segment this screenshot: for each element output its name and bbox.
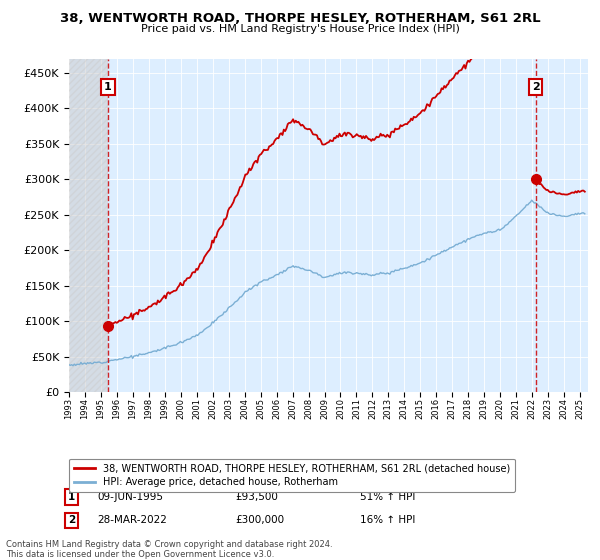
- Text: 1: 1: [68, 492, 75, 502]
- Text: Price paid vs. HM Land Registry's House Price Index (HPI): Price paid vs. HM Land Registry's House …: [140, 24, 460, 34]
- Text: 51% ↑ HPI: 51% ↑ HPI: [359, 492, 415, 502]
- Text: 2: 2: [68, 515, 75, 525]
- Text: Contains HM Land Registry data © Crown copyright and database right 2024.
This d: Contains HM Land Registry data © Crown c…: [6, 540, 332, 559]
- Legend: 38, WENTWORTH ROAD, THORPE HESLEY, ROTHERHAM, S61 2RL (detached house), HPI: Ave: 38, WENTWORTH ROAD, THORPE HESLEY, ROTHE…: [68, 459, 515, 492]
- Text: 09-JUN-1995: 09-JUN-1995: [98, 492, 164, 502]
- Text: £93,500: £93,500: [235, 492, 278, 502]
- Bar: [69, 59, 108, 392]
- Text: 38, WENTWORTH ROAD, THORPE HESLEY, ROTHERHAM, S61 2RL: 38, WENTWORTH ROAD, THORPE HESLEY, ROTHE…: [59, 12, 541, 25]
- Text: 2: 2: [532, 82, 539, 92]
- Text: £300,000: £300,000: [235, 515, 284, 525]
- Text: 28-MAR-2022: 28-MAR-2022: [98, 515, 167, 525]
- Text: 1: 1: [104, 82, 112, 92]
- Text: 16% ↑ HPI: 16% ↑ HPI: [359, 515, 415, 525]
